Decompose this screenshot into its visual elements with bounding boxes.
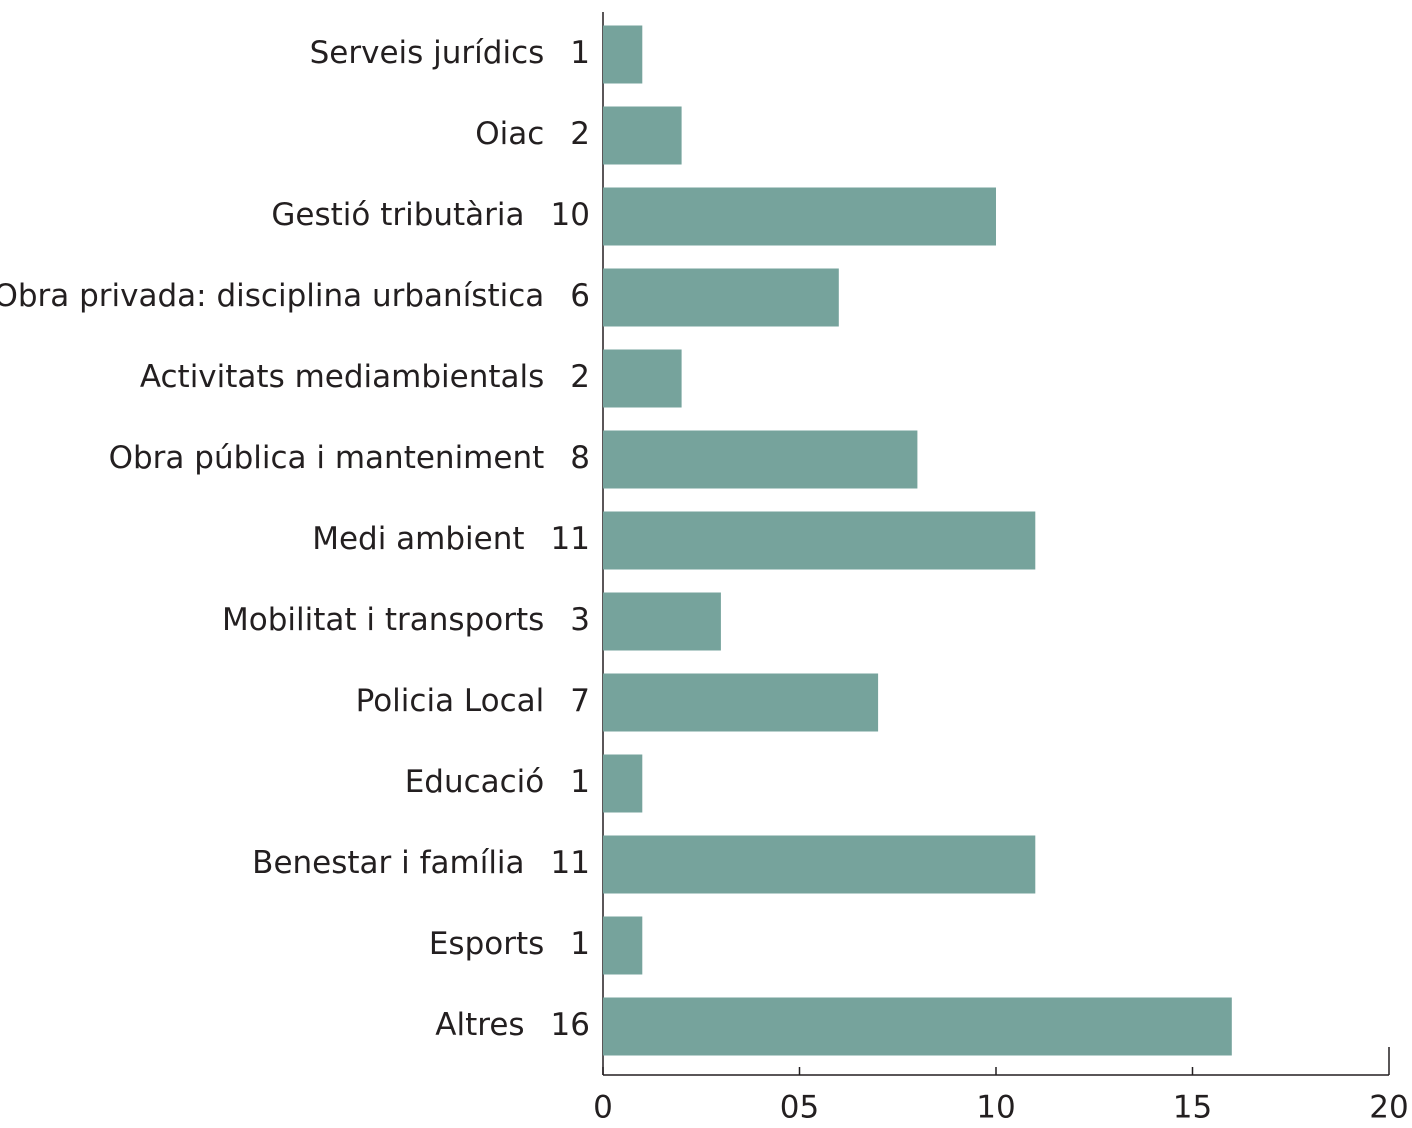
value-label: 1 <box>570 35 590 71</box>
bar <box>603 592 721 651</box>
bar <box>603 25 643 84</box>
bar <box>603 511 1036 570</box>
category-label: Obra pública i manteniment <box>109 440 545 476</box>
category-label: Altres <box>435 1007 524 1043</box>
category-label: Obra privada: disciplina urbanística <box>0 278 544 314</box>
value-label: 1 <box>570 764 590 800</box>
category-label: Activitats mediambientals <box>140 359 544 395</box>
category-label: Oiac <box>475 116 544 152</box>
bar <box>603 187 996 246</box>
value-label: 10 <box>551 197 590 233</box>
x-tick-label: 0 <box>593 1090 613 1125</box>
bar <box>603 430 918 489</box>
x-tick-label: 20 <box>1369 1090 1408 1125</box>
value-label: 2 <box>570 116 590 152</box>
category-label: Policia Local <box>356 683 545 719</box>
bar <box>603 349 682 408</box>
bar <box>603 997 1232 1056</box>
x-tick-label: 15 <box>1173 1090 1212 1125</box>
bar <box>603 754 643 813</box>
x-tick-label: 10 <box>976 1090 1015 1125</box>
category-label: Mobilitat i transports <box>222 602 544 638</box>
value-label: 16 <box>551 1007 590 1043</box>
category-label: Serveis jurídics <box>310 35 545 71</box>
value-label: 11 <box>551 845 590 881</box>
category-label: Benestar i família <box>252 845 524 881</box>
bar <box>603 268 839 327</box>
value-label: 6 <box>570 278 590 314</box>
value-label: 11 <box>551 521 590 557</box>
category-label: Esports <box>429 926 544 962</box>
bar <box>603 835 1036 894</box>
bar <box>603 916 643 975</box>
value-label: 3 <box>570 602 590 638</box>
value-label: 7 <box>570 683 590 719</box>
category-label: Gestió tributària <box>271 197 524 233</box>
category-label: Educació <box>405 764 545 800</box>
value-label: 2 <box>570 359 590 395</box>
category-label: Medi ambient <box>312 521 524 557</box>
value-label: 8 <box>570 440 590 476</box>
value-label: 1 <box>570 926 590 962</box>
x-tick-label: 05 <box>780 1090 819 1125</box>
bar <box>603 106 682 165</box>
bar <box>603 673 879 732</box>
